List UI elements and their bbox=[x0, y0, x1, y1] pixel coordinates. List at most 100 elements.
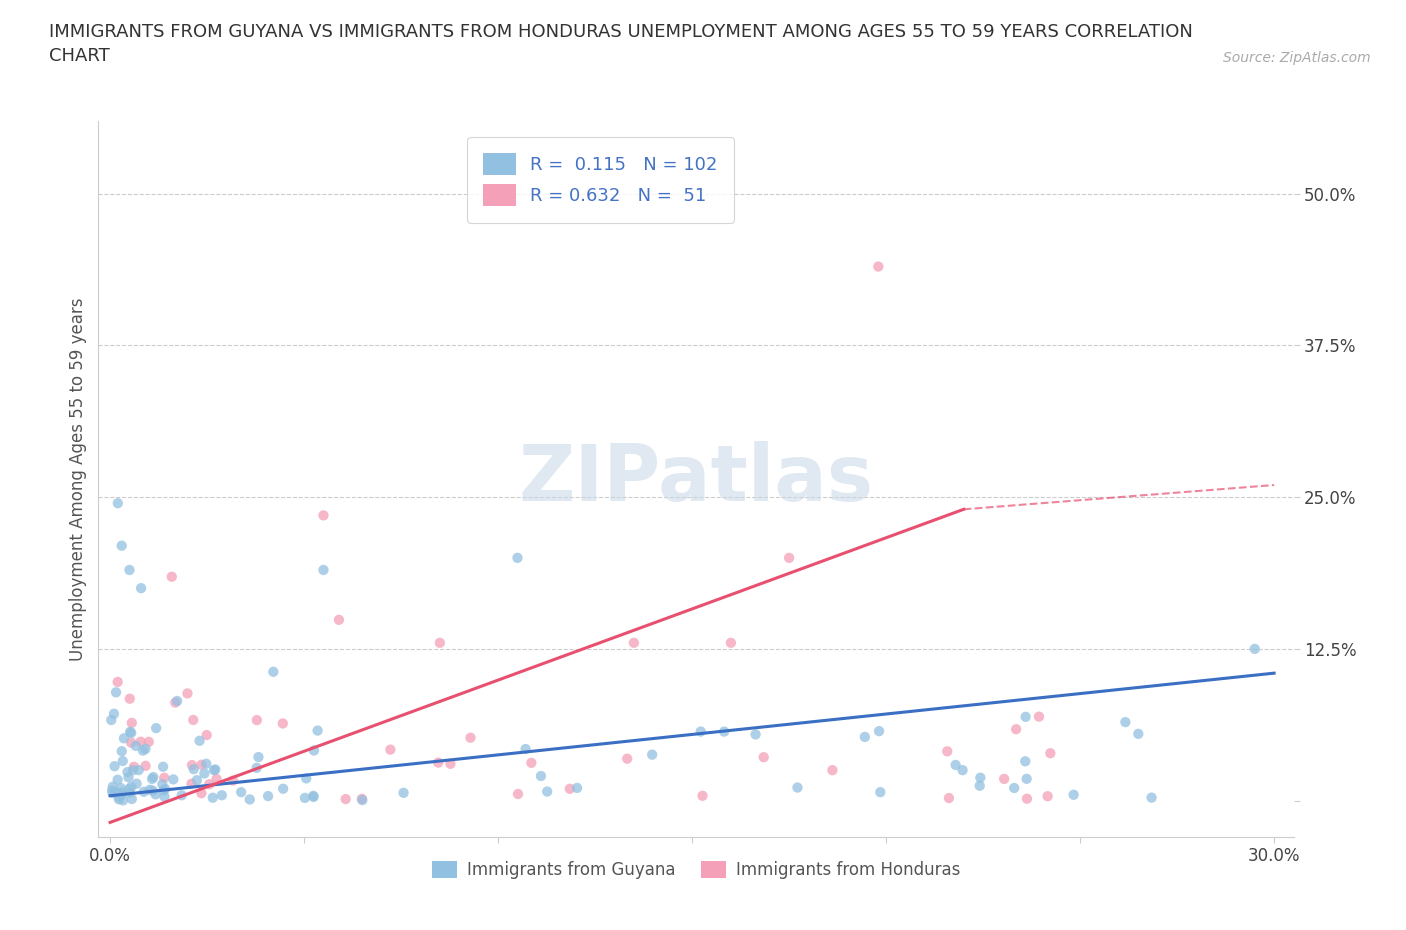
Point bbox=[231, 785, 253, 800]
Point bbox=[952, 763, 974, 777]
Point bbox=[294, 790, 316, 805]
Point bbox=[104, 785, 127, 800]
Point bbox=[134, 741, 156, 756]
Point bbox=[129, 580, 152, 595]
Point bbox=[181, 758, 204, 773]
Point bbox=[1028, 710, 1050, 724]
Point bbox=[692, 789, 714, 804]
Point bbox=[111, 787, 134, 802]
Point bbox=[427, 755, 450, 770]
Point bbox=[1036, 789, 1059, 804]
Point bbox=[460, 730, 482, 745]
Point bbox=[152, 783, 174, 798]
Point bbox=[271, 781, 294, 796]
Point bbox=[530, 768, 553, 783]
Point bbox=[108, 791, 131, 806]
Point bbox=[195, 756, 218, 771]
Point bbox=[166, 694, 188, 709]
Point bbox=[623, 635, 645, 650]
Text: ZIPatlas: ZIPatlas bbox=[519, 441, 873, 517]
Point bbox=[139, 782, 162, 797]
Point bbox=[506, 551, 529, 565]
Point bbox=[121, 791, 143, 806]
Point bbox=[821, 763, 844, 777]
Point bbox=[120, 736, 142, 751]
Point bbox=[1014, 754, 1036, 769]
Point bbox=[868, 724, 890, 738]
Y-axis label: Unemployment Among Ages 55 to 59 years: Unemployment Among Ages 55 to 59 years bbox=[69, 298, 87, 660]
Point bbox=[565, 780, 588, 795]
Point bbox=[211, 788, 233, 803]
Point bbox=[120, 725, 142, 740]
Text: Source: ZipAtlas.com: Source: ZipAtlas.com bbox=[1223, 51, 1371, 65]
Point bbox=[744, 727, 766, 742]
Point bbox=[107, 790, 129, 804]
Point bbox=[936, 744, 959, 759]
Point bbox=[128, 763, 150, 777]
Point bbox=[439, 756, 461, 771]
Point bbox=[121, 715, 143, 730]
Point bbox=[111, 538, 134, 553]
Point bbox=[262, 664, 284, 679]
Point bbox=[222, 773, 245, 788]
Point bbox=[125, 738, 148, 753]
Point bbox=[969, 770, 991, 785]
Point bbox=[112, 731, 135, 746]
Point bbox=[1039, 746, 1062, 761]
Point bbox=[257, 789, 280, 804]
Point bbox=[713, 724, 735, 739]
Point bbox=[307, 724, 329, 738]
Point bbox=[853, 729, 876, 744]
Point bbox=[1002, 780, 1025, 795]
Point bbox=[145, 721, 167, 736]
Point bbox=[153, 770, 176, 785]
Point bbox=[868, 259, 890, 274]
Point bbox=[1015, 771, 1038, 786]
Point bbox=[1015, 791, 1038, 806]
Point bbox=[515, 741, 537, 756]
Point bbox=[110, 780, 132, 795]
Point bbox=[302, 743, 325, 758]
Point bbox=[295, 771, 318, 786]
Point bbox=[429, 635, 451, 650]
Point bbox=[350, 791, 373, 806]
Point bbox=[246, 712, 269, 727]
Point bbox=[520, 755, 543, 770]
Point bbox=[122, 760, 145, 775]
Point bbox=[132, 743, 155, 758]
Point bbox=[111, 753, 134, 768]
Point bbox=[183, 762, 205, 777]
Point bbox=[198, 777, 221, 791]
Point bbox=[135, 758, 157, 773]
Point bbox=[204, 762, 226, 777]
Point bbox=[1063, 788, 1085, 803]
Point bbox=[145, 787, 167, 802]
Point bbox=[186, 773, 208, 788]
Point bbox=[506, 787, 529, 802]
Point bbox=[118, 691, 141, 706]
Point bbox=[101, 783, 124, 798]
Point bbox=[132, 784, 155, 799]
Point bbox=[312, 508, 335, 523]
Point bbox=[180, 777, 202, 791]
Point bbox=[1128, 726, 1150, 741]
Point bbox=[111, 785, 134, 800]
Point bbox=[969, 778, 991, 793]
Point bbox=[160, 569, 183, 584]
Point bbox=[103, 706, 125, 721]
Point bbox=[107, 496, 129, 511]
Point bbox=[129, 735, 152, 750]
Point bbox=[101, 786, 124, 801]
Point bbox=[380, 742, 402, 757]
Point bbox=[107, 674, 129, 689]
Point bbox=[1243, 642, 1265, 657]
Point bbox=[616, 751, 638, 766]
Point bbox=[120, 779, 142, 794]
Point bbox=[352, 792, 374, 807]
Point bbox=[641, 747, 664, 762]
Point bbox=[118, 563, 141, 578]
Point bbox=[392, 785, 415, 800]
Point bbox=[150, 777, 173, 791]
Point bbox=[125, 777, 148, 791]
Point bbox=[153, 781, 176, 796]
